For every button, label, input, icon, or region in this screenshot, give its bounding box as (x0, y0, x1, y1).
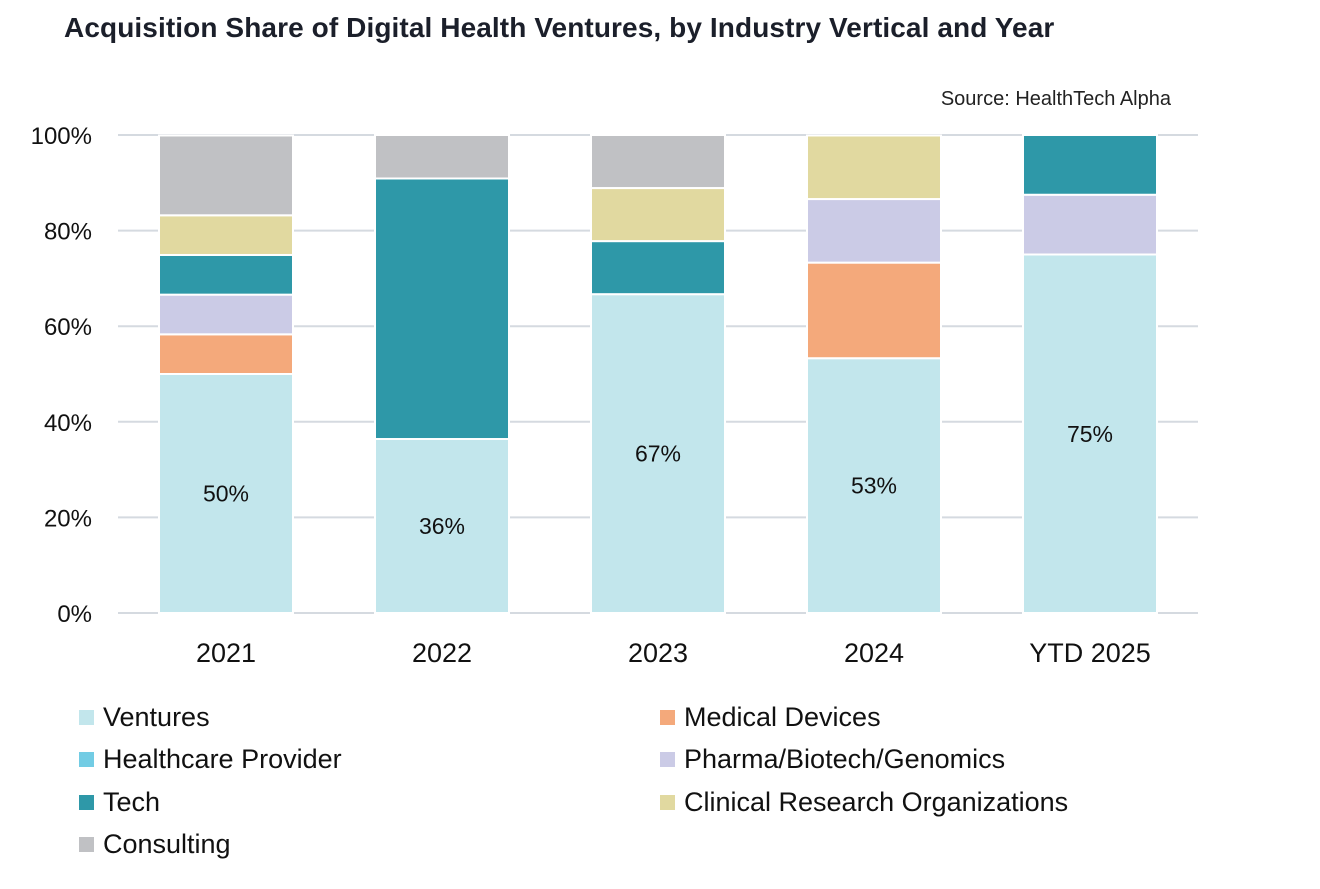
legend-label: Healthcare Provider (103, 744, 342, 775)
legend-label: Pharma/Biotech/Genomics (684, 744, 1006, 775)
data-labels: 50% 36% 67% 53% 75% (203, 421, 1113, 539)
bar-segment-ventures (806, 357, 942, 615)
bar-segment-tech (590, 240, 726, 296)
legend-label: Consulting (103, 828, 231, 859)
bar-segment-medical-devices (806, 261, 942, 360)
legend-swatch (660, 710, 675, 725)
legend-label: Ventures (103, 702, 210, 732)
y-tick-label: 40% (44, 410, 92, 437)
data-label: 67% (635, 441, 681, 467)
bar-segment-consulting (374, 134, 510, 180)
bar-segment-pharma-biotech-genomics (806, 198, 942, 264)
y-tick-label: 20% (44, 505, 92, 532)
x-tick-label: 2022 (412, 638, 472, 668)
bar-segment-clinical-research-organizations (158, 214, 294, 256)
y-axis-ticks: 0% 20% 40% 60% 80% 100% (31, 123, 92, 628)
legend-swatch (79, 710, 94, 725)
legend-item: Healthcare Provider (79, 744, 342, 775)
bar-segment-ventures (158, 373, 294, 614)
legend-item: Medical Devices (660, 702, 881, 733)
bar-segment-ventures (1022, 253, 1158, 614)
x-tick-label: 2021 (196, 638, 256, 668)
y-tick-label: 60% (44, 314, 92, 341)
bar-segment-clinical-research-organizations (590, 187, 726, 243)
data-label: 36% (419, 513, 465, 539)
x-tick-label: 2024 (844, 638, 904, 668)
data-label: 75% (1067, 421, 1113, 447)
legend-item: Pharma/Biotech/Genomics (660, 744, 1005, 775)
legend-item: Tech (79, 787, 160, 818)
legend-swatch (79, 752, 94, 768)
legend-swatch (79, 836, 94, 852)
data-label: 53% (851, 473, 897, 499)
bar-segment-medical-devices (158, 333, 294, 375)
legend-label: Clinical Research Organizations (684, 786, 1069, 817)
legend-item: Consulting (79, 829, 231, 860)
bar-segment-tech (158, 253, 294, 296)
legend-label: Medical Devices (684, 702, 881, 732)
bar-segment-pharma-biotech-genomics (158, 293, 294, 336)
y-tick-label: 0% (57, 601, 92, 628)
bar-segment-ventures (590, 293, 726, 614)
bar-segment-consulting (590, 134, 726, 190)
y-tick-label: 100% (31, 123, 92, 150)
bar-segment-tech (374, 177, 510, 441)
bar-segment-ventures (374, 438, 510, 614)
bar-segment-pharma-biotech-genomics (1022, 193, 1158, 256)
y-tick-label: 80% (44, 219, 92, 246)
bars (158, 134, 1158, 615)
source-note: Source: HealthTech Alpha (940, 88, 1171, 110)
chart-title: Acquisition Share of Digital Health Vent… (64, 12, 1055, 43)
legend-item: Ventures (79, 702, 210, 733)
legend-label: Tech (103, 786, 161, 817)
x-tick-label: YTD 2025 (1029, 638, 1151, 668)
legend-swatch (660, 794, 675, 810)
data-label: 50% (203, 481, 249, 507)
bar-segment-tech (1022, 134, 1158, 196)
legend-item: Clinical Research Organizations (660, 787, 1068, 818)
legend-swatch (660, 752, 675, 768)
bar-segment-consulting (158, 134, 294, 217)
legend-swatch (79, 794, 94, 810)
bar-segment-clinical-research-organizations (806, 134, 942, 201)
x-tick-label: 2023 (628, 638, 688, 668)
x-axis-ticks: 2021 2022 2023 2024 YTD 2025 (196, 638, 1151, 668)
